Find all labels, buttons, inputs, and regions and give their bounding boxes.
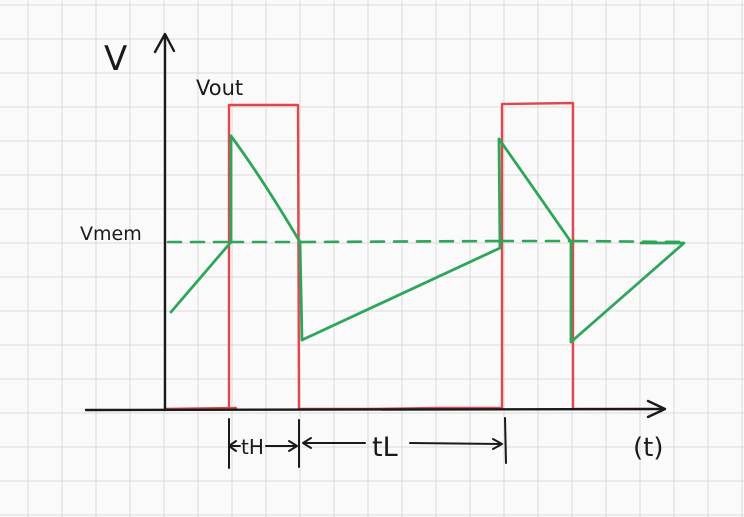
x-axis-label: (t) — [633, 433, 663, 463]
vmem-spike-2 — [497, 137, 502, 250]
vmem-waveform — [169, 134, 686, 344]
vmem-charge-3 — [569, 241, 686, 344]
t-high-label: tH — [241, 435, 264, 459]
vmem-threshold-line — [166, 239, 685, 244]
vmem-discharge-2 — [497, 137, 573, 244]
timing-annotations — [228, 417, 507, 469]
vmem-charge-1 — [169, 240, 233, 314]
vmem-discharge-1 — [229, 134, 302, 244]
vmem-reset-1 — [298, 240, 304, 342]
t-high-arrow-right — [265, 440, 298, 452]
y-axis-label: V — [104, 39, 127, 79]
vmem-charge-2 — [300, 246, 502, 342]
axes — [84, 32, 667, 419]
vout-label: Vout — [196, 76, 243, 100]
vout-pulse-2 — [500, 101, 575, 411]
y-axis-arrowhead — [153, 32, 176, 54]
vout-pulse-1 — [227, 103, 301, 411]
x-axis — [84, 407, 665, 412]
t-low-label: tL — [372, 432, 398, 463]
t-low-arrow-left — [302, 437, 366, 449]
vout-waveform — [163, 101, 652, 411]
t-low-arrow-right — [409, 438, 503, 450]
vmem-label: Vmem — [80, 223, 142, 245]
x-axis-arrowhead — [646, 399, 667, 419]
t-low-tick-right — [504, 417, 507, 464]
t-high-arrow-left — [228, 440, 241, 452]
